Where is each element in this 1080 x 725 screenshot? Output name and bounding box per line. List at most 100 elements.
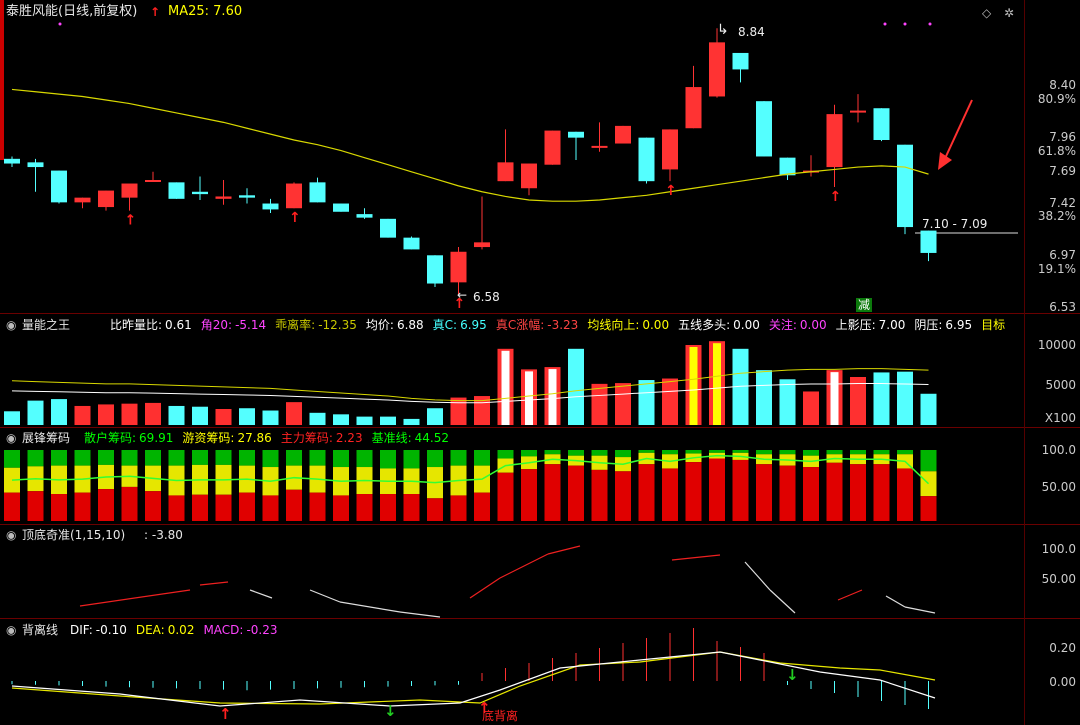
marker-dot xyxy=(928,22,932,26)
chip-retail-bar xyxy=(873,450,890,455)
chip-retail-bar xyxy=(286,450,302,466)
chip-main-bar xyxy=(98,489,114,521)
stock-title: 泰胜风能(日线,前复权) xyxy=(6,4,138,19)
indicator-label: DEA: xyxy=(135,623,165,637)
buy-arrow-icon: ↑ xyxy=(289,210,301,226)
chip-retail-bar xyxy=(826,450,843,455)
candle-body xyxy=(897,144,913,228)
volume-bar-inner xyxy=(525,371,533,425)
diamond-icon[interactable]: ◇ xyxy=(982,6,992,20)
signal-line xyxy=(399,611,441,618)
candle-body xyxy=(239,195,255,198)
volume-bar xyxy=(897,371,913,425)
indicator-label: DIF: xyxy=(70,623,93,637)
volume-bar xyxy=(333,414,349,425)
volume-bar xyxy=(145,402,161,425)
settings-icon[interactable]: ✲ xyxy=(1004,6,1015,20)
low-price-label: 6.58 xyxy=(473,290,500,304)
indicator-value: 2.23 xyxy=(335,431,363,445)
candle-body xyxy=(98,190,114,208)
chip-retail-bar xyxy=(920,450,937,472)
candle-body xyxy=(168,182,185,199)
indicator-tick-label: 0.00 xyxy=(1049,675,1076,689)
chip-main-bar xyxy=(850,464,866,521)
volume-bar xyxy=(74,405,91,425)
candle-body xyxy=(121,183,138,198)
chip-main-bar xyxy=(897,468,913,521)
candle-body xyxy=(380,218,396,238)
candle-body xyxy=(4,158,20,164)
chip-main-bar xyxy=(192,494,208,521)
chip-retail-bar xyxy=(450,450,467,466)
indicator-label: 真C: xyxy=(432,318,458,332)
divergence-label: 底背离 xyxy=(482,709,519,723)
collapse-icon[interactable]: ◉ xyxy=(6,431,17,445)
indicator-value: 6.95 xyxy=(945,318,973,332)
volume-bar xyxy=(262,410,279,425)
candle-body xyxy=(262,203,279,210)
chip-base-line xyxy=(11,454,930,485)
volume-bar xyxy=(638,380,655,425)
chip-main-bar xyxy=(873,464,890,521)
chip-retail-bar xyxy=(27,450,44,467)
volume-bar-inner xyxy=(548,369,557,425)
macd-indicator-row: DIF: -0.10 DEA: 0.02 MACD: -0.23 xyxy=(70,623,470,637)
volume-bar-inner xyxy=(713,343,721,425)
volume-bar xyxy=(286,402,302,425)
volume-bar xyxy=(615,383,631,425)
candle-body xyxy=(74,197,91,203)
candle-body xyxy=(450,251,467,283)
chip-retail-bar xyxy=(262,450,279,468)
signal-line xyxy=(499,553,549,579)
low-marker-icon: ← xyxy=(457,288,467,302)
price-tick-label: 80.9% xyxy=(1037,92,1076,106)
signal-line xyxy=(339,601,401,613)
indicator-value: 0.00 xyxy=(642,318,670,332)
chip-retail-bar xyxy=(803,450,819,456)
chip-retail-bar xyxy=(615,450,631,458)
signal-line xyxy=(904,606,936,614)
candle-body xyxy=(544,130,561,165)
indicator-value: 0.02 xyxy=(167,623,195,637)
dea-line xyxy=(11,651,936,705)
volume-bar xyxy=(4,411,20,425)
chip-retail-bar xyxy=(380,450,396,469)
chip-panel-name: 展锋筹码 xyxy=(22,431,71,445)
chip-retail-bar xyxy=(709,450,725,453)
chip-main-bar xyxy=(168,495,185,521)
indicator-value: 0.00 xyxy=(799,318,827,332)
volume-bar-inner xyxy=(689,347,698,425)
indicator-value: 6.95 xyxy=(460,318,487,332)
collapse-icon[interactable]: ◉ xyxy=(6,623,17,637)
collapse-icon[interactable]: ◉ xyxy=(6,318,17,332)
volume-ma-line xyxy=(11,368,929,402)
chip-retail-bar xyxy=(779,450,796,455)
chip-main-bar xyxy=(286,489,302,521)
collapse-icon[interactable]: ◉ xyxy=(6,528,17,542)
volume-bar xyxy=(309,412,326,425)
candle-body xyxy=(474,242,490,248)
panel-divider xyxy=(0,618,1080,619)
reduce-badge: 减 xyxy=(856,298,873,312)
chip-retail-bar xyxy=(662,450,678,455)
range-label: 7.10 - 7.09 xyxy=(922,217,988,231)
volume-ma-short-line xyxy=(11,383,929,404)
chip-main-bar xyxy=(591,469,608,521)
indicator-label: 比昨量比: xyxy=(110,318,163,332)
indicator-value: 0.00 xyxy=(733,318,760,332)
chip-main-bar xyxy=(826,462,843,521)
ma25-label: MA25: 7.60 xyxy=(168,4,243,19)
volume-bar xyxy=(591,383,608,425)
candle-body xyxy=(215,196,232,199)
chip-retail-bar xyxy=(638,450,655,453)
chip-retail-bar xyxy=(309,450,326,466)
chip-main-bar xyxy=(803,467,819,521)
price-tick-label: 61.8% xyxy=(1037,144,1076,158)
price-tick-label: 19.1% xyxy=(1037,262,1076,276)
chip-retail-bar xyxy=(51,450,67,466)
chip-main-bar xyxy=(74,492,91,521)
signal-line xyxy=(547,545,581,555)
chip-main-bar xyxy=(756,464,772,521)
volume-bar xyxy=(239,408,255,425)
volume-bar xyxy=(474,396,490,425)
